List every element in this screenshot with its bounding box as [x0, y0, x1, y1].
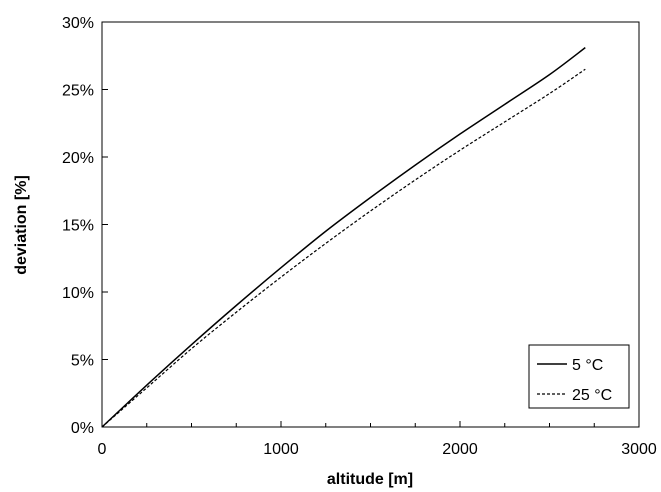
- x-tick-label: 3000: [621, 441, 657, 458]
- y-tick-label: 15%: [62, 218, 94, 235]
- y-axis-title: deviation [%]: [13, 175, 30, 275]
- y-tick-label: 30%: [62, 15, 94, 32]
- series-line-5c: [101, 47, 586, 428]
- series-line-25c: [101, 68, 586, 428]
- x-axis-ticks: 0 1000 2000 3000: [98, 421, 657, 458]
- legend: 5 °C 25 °C: [528, 344, 630, 409]
- y-tick-label: 20%: [62, 150, 94, 167]
- y-axis-ticks: 0% 5% 10% 15% 20% 25% 30%: [62, 15, 108, 437]
- legend-box: [528, 344, 630, 409]
- series-layer: [101, 47, 586, 428]
- y-tick-label: 25%: [62, 83, 94, 100]
- x-tick-label: 1000: [263, 441, 299, 458]
- legend-label-5c: 5 °C: [572, 357, 603, 374]
- y-tick-label: 5%: [71, 353, 94, 370]
- y-tick-label: 10%: [62, 285, 94, 302]
- legend-label-25c: 25 °C: [572, 387, 612, 404]
- x-axis-title: altitude [m]: [327, 471, 413, 488]
- x-tick-label: 0: [98, 441, 107, 458]
- x-tick-label: 2000: [442, 441, 478, 458]
- y-tick-label: 0%: [71, 420, 94, 437]
